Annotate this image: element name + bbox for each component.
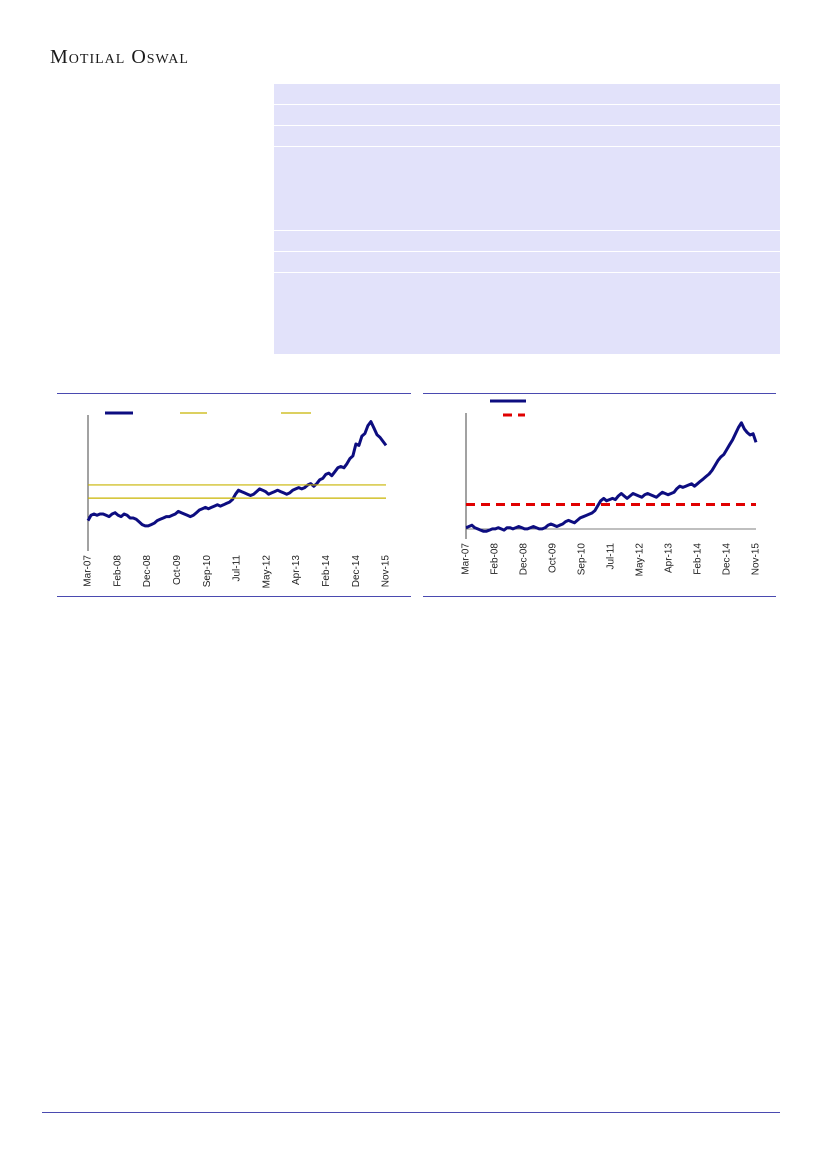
summary-table-panel [274, 84, 780, 354]
x-tick-label: Feb-14 [693, 543, 704, 575]
table-row-divider [274, 125, 780, 126]
x-tick-label: Oct-09 [172, 555, 183, 585]
x-tick-label: Dec-08 [519, 543, 530, 576]
x-tick-label: Sep-10 [202, 555, 213, 588]
x-tick-label: Dec-08 [142, 555, 153, 588]
table-row-divider [274, 272, 780, 273]
x-tick-label: Nov-15 [381, 555, 392, 588]
x-tick-label: Feb-14 [321, 555, 332, 587]
x-tick-label: Apr-13 [291, 555, 302, 585]
x-tick-label: Feb-08 [112, 555, 123, 587]
table-row-divider [274, 251, 780, 252]
chart-right-bottom-rule [423, 596, 776, 597]
chart-left-bottom-rule [57, 596, 411, 597]
x-tick-label: May-12 [261, 555, 272, 589]
x-tick-label: Mar-07 [83, 555, 94, 587]
chart-left: Mar-07 Feb-08 Dec-08 Oct-09 Sep-10 Jul-11 May-… [83, 411, 392, 589]
table-row-divider [274, 146, 780, 147]
brand-logo: Motilal Oswal [50, 46, 189, 68]
x-tick-label: Oct-09 [548, 543, 559, 573]
chart-left-top-rule [57, 393, 411, 394]
x-tick-label: Dec-14 [722, 543, 733, 576]
series-line-0 [86, 420, 388, 528]
chart-right: Mar-07 Feb-08 Dec-08 Oct-09 Sep-10 Jul-11 May-… [461, 399, 762, 577]
x-tick-label: Jul-11 [606, 543, 617, 570]
x-tick-label: Mar-07 [461, 543, 472, 575]
table-row-divider [274, 104, 780, 105]
x-tick-label: Dec-14 [351, 555, 362, 588]
x-tick-label: Sep-10 [577, 543, 588, 576]
table-row-divider [274, 230, 780, 231]
footer-rule [42, 1112, 780, 1113]
chart-right-top-rule [423, 393, 776, 394]
x-tick-label: Apr-13 [664, 543, 675, 573]
x-tick-label: Feb-08 [490, 543, 501, 575]
x-tick-label: Jul-11 [232, 555, 243, 582]
series-line-0 [465, 421, 758, 533]
x-tick-label: Nov-15 [751, 543, 762, 576]
x-tick-label: May-12 [635, 543, 646, 577]
